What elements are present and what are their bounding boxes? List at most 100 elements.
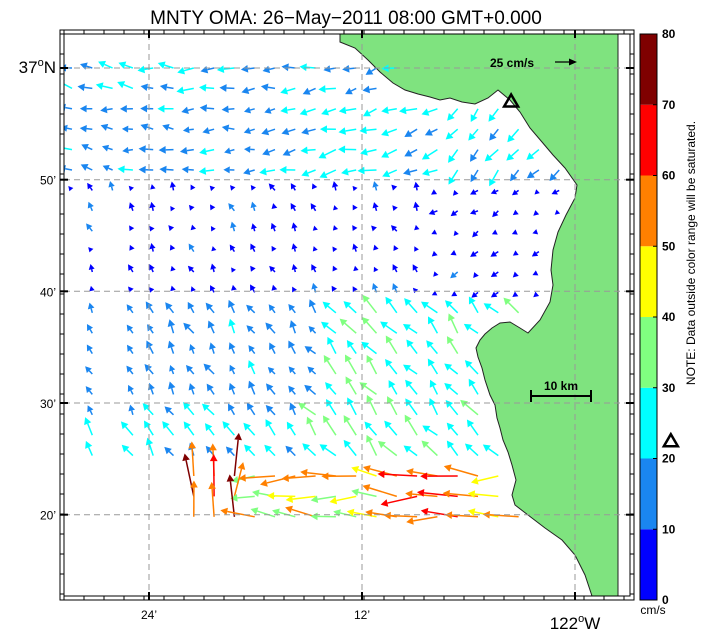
current-vector-head — [381, 150, 390, 158]
current-vector-head — [470, 153, 478, 162]
current-vector — [86, 146, 93, 151]
current-vector-head — [510, 173, 518, 182]
current-vector-head — [281, 127, 290, 136]
current-vector-head — [288, 340, 296, 349]
current-vector-head — [319, 444, 328, 452]
current-vector-head — [210, 263, 217, 270]
current-vector — [230, 409, 236, 416]
current-vector — [465, 403, 479, 416]
current-vector — [357, 468, 377, 477]
current-vector-head — [181, 165, 189, 174]
current-vector — [308, 87, 316, 92]
current-vector-head — [169, 364, 176, 372]
current-vector-head — [490, 250, 498, 257]
current-vector-head — [85, 366, 92, 374]
current-vector-head — [473, 272, 479, 279]
current-vector-head — [209, 185, 216, 192]
current-vector — [312, 329, 317, 334]
current-vector — [511, 149, 520, 157]
current-vector-head — [88, 263, 95, 270]
current-vector — [307, 471, 336, 477]
current-vector — [450, 427, 459, 436]
current-vector — [148, 346, 154, 354]
current-vector-head — [338, 145, 346, 154]
current-vector — [268, 424, 276, 436]
current-vector-head — [385, 296, 393, 305]
current-vector — [271, 348, 276, 354]
current-vector-head — [380, 499, 389, 507]
current-vector — [423, 492, 458, 498]
current-vector — [123, 83, 134, 90]
current-vector-head — [351, 466, 360, 474]
current-vector — [535, 250, 540, 254]
current-vector — [430, 128, 438, 133]
current-vector — [128, 148, 134, 151]
current-vector — [226, 425, 235, 436]
current-vector — [126, 449, 134, 457]
current-vector-head — [199, 83, 207, 92]
current-vector-head — [271, 284, 278, 291]
current-vector-head — [362, 484, 371, 492]
current-vector — [172, 187, 175, 191]
current-vector-head — [167, 340, 175, 349]
current-vector — [326, 325, 337, 334]
current-vector — [130, 390, 134, 395]
current-vector-head — [121, 125, 129, 133]
current-vector — [147, 86, 154, 90]
current-vector — [208, 428, 215, 436]
current-vector — [170, 388, 175, 395]
current-vector-head — [210, 285, 216, 292]
current-vector-head — [444, 363, 453, 371]
current-vector-head — [511, 229, 518, 235]
current-vector — [90, 206, 93, 212]
current-vector — [469, 327, 479, 334]
current-vector — [168, 451, 175, 457]
current-vector-head — [453, 230, 459, 236]
current-vector — [287, 108, 296, 111]
current-vector — [454, 210, 459, 214]
current-vector — [131, 207, 134, 212]
current-vector-head — [140, 83, 148, 92]
current-vector-head — [231, 267, 236, 273]
current-vector — [306, 447, 317, 457]
current-vector-head — [393, 245, 399, 251]
current-vector — [229, 481, 236, 517]
current-vector-head — [491, 229, 498, 235]
current-vector-head — [243, 127, 251, 135]
current-vector-head — [447, 112, 455, 121]
current-vector-head — [265, 405, 274, 413]
current-vector — [249, 128, 255, 132]
lat-label: 30’ — [40, 397, 56, 411]
current-vector — [408, 403, 418, 416]
current-vector — [267, 128, 276, 133]
current-vector — [231, 207, 235, 212]
current-vector — [450, 128, 459, 136]
lat-label: 50’ — [40, 174, 56, 188]
current-vector-head — [241, 86, 250, 95]
current-vector-head — [382, 170, 391, 178]
current-vector — [474, 210, 479, 213]
current-vector — [317, 495, 337, 500]
current-vector-head — [466, 419, 475, 428]
current-vector — [212, 289, 215, 293]
current-vector — [110, 186, 114, 191]
current-vector — [311, 370, 317, 375]
current-vector-head — [373, 266, 379, 273]
current-vector-head — [428, 209, 436, 216]
current-vector — [368, 426, 378, 436]
current-vector-head — [301, 127, 309, 135]
current-vector-head — [86, 223, 93, 231]
current-vector — [408, 384, 418, 395]
current-vector-head — [450, 249, 457, 256]
current-vector-head — [321, 321, 329, 330]
current-vector-head — [142, 403, 151, 411]
current-vector-head — [512, 271, 519, 278]
current-vector — [231, 325, 236, 334]
current-vector — [168, 410, 175, 416]
current-vector-head — [431, 229, 438, 235]
current-vector — [412, 493, 438, 498]
current-vector-head — [260, 479, 268, 487]
current-vector-head — [377, 441, 386, 449]
current-vector-head — [333, 205, 339, 211]
current-vector — [473, 108, 479, 117]
